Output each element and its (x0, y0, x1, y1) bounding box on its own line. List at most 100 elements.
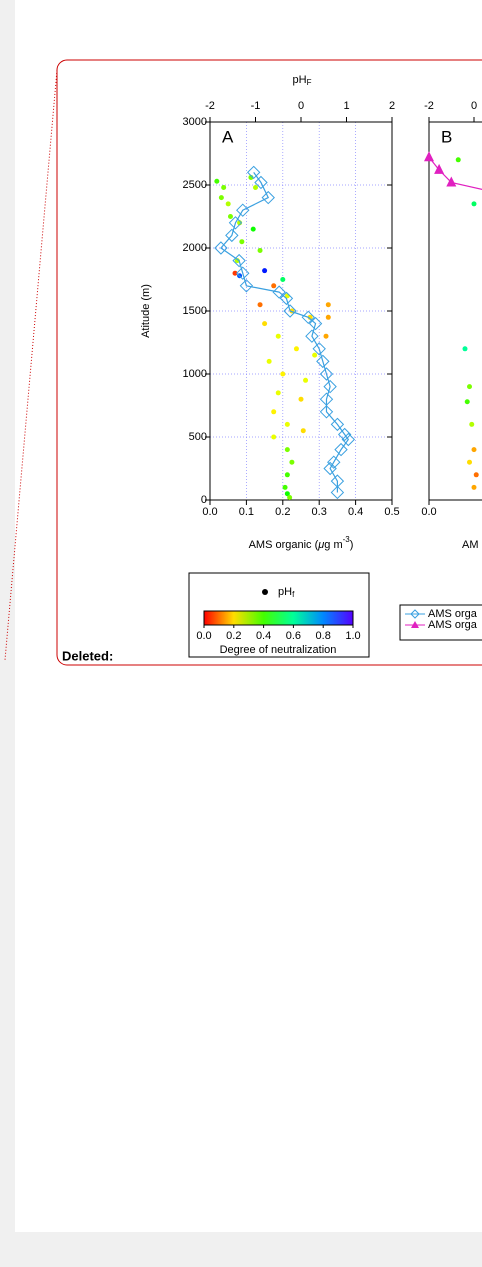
colorbar-marker-label: pHf (278, 586, 295, 599)
diamond-marker (254, 175, 268, 190)
colorbar-tick-label: 0.0 (196, 630, 211, 642)
scatter-point (271, 409, 277, 415)
x-axis-title: AM (462, 539, 479, 551)
x-title-part: -3 (343, 535, 351, 544)
diamond-marker (261, 190, 275, 205)
triangle-marker (434, 163, 445, 174)
scatter-point (467, 384, 472, 390)
legend-label: AMS orga (428, 619, 478, 631)
scatter-point (284, 472, 290, 478)
scatter-point (227, 214, 233, 219)
series-line (220, 172, 350, 493)
scatter-point (248, 174, 254, 180)
scatter-point (303, 377, 309, 383)
diamond-marker (334, 442, 348, 457)
scatter-point (284, 491, 290, 497)
scatter-point (262, 321, 268, 327)
triangle-marker (424, 151, 434, 162)
scatter-point (280, 277, 286, 282)
diamond-marker (316, 354, 330, 369)
scatter-point (262, 268, 268, 274)
scatter-point (462, 346, 468, 352)
marker-label-main: pH (278, 586, 292, 598)
colorbar-tick-label: 1.0 (345, 630, 360, 642)
colorbar (203, 610, 354, 626)
x2-title-sub: F (307, 78, 312, 87)
diamond-marker (214, 241, 228, 255)
y-tick-label: 1500 (183, 305, 207, 317)
x-tick-label: 0.0 (202, 506, 217, 518)
legend-dot (262, 589, 268, 595)
plot-frame (428, 121, 482, 501)
x2-axis-title: pHF (293, 74, 312, 87)
x2-tick-label: 0 (298, 100, 304, 112)
x-axis-title: AMS organic (μg m-3) (249, 535, 354, 551)
deleted-box (56, 59, 482, 666)
legend-label: AMS orga (428, 608, 478, 620)
y-tick-label: 2000 (183, 242, 207, 254)
scatter-point (325, 314, 331, 320)
x2-tick-label: -1 (251, 100, 261, 112)
x2-tick-label: 0 (471, 100, 477, 112)
x-title-part: g m (324, 539, 342, 551)
x-tick-label: 0.0 (421, 506, 436, 518)
y-tick-label: 1000 (183, 368, 207, 380)
diamond-marker (279, 291, 294, 306)
series-line (428, 156, 482, 190)
diamond-marker (236, 203, 250, 217)
panel-label: A (222, 127, 234, 146)
colorbar-tick-label: 0.4 (256, 630, 271, 642)
legend-marker (410, 609, 420, 619)
scatter-point (287, 494, 293, 500)
diamond-marker (341, 432, 356, 447)
x-tick-label: 0.4 (348, 506, 363, 518)
scatter-point (284, 421, 290, 427)
scatter-point (282, 484, 288, 490)
scatter-point (257, 248, 263, 254)
y-tick-label: 3000 (183, 116, 207, 128)
scatter-point (471, 447, 477, 453)
diamond-marker (246, 165, 261, 180)
scatter-point (293, 346, 299, 352)
diamond-marker (323, 461, 337, 476)
x-title-part: μ (317, 539, 324, 551)
scatter-point (257, 302, 263, 308)
x-tick-label: 0.1 (239, 506, 254, 518)
diamond-marker (225, 228, 239, 243)
x2-title-main: pH (293, 74, 307, 86)
scatter-point (275, 390, 281, 396)
diamond-marker (330, 485, 345, 500)
plot-frame (209, 121, 393, 501)
scatter-point (280, 371, 286, 377)
diamond-marker (319, 367, 334, 381)
scatter-point (312, 352, 318, 358)
diamond-marker (228, 216, 243, 230)
scatter-point (275, 333, 281, 339)
scatter-point (473, 472, 479, 478)
scatter-point (214, 178, 220, 184)
scatter-point (225, 201, 231, 207)
x-tick-label: 0.2 (275, 506, 290, 518)
x2-tick-label: -2 (424, 100, 434, 112)
diamond-marker (305, 329, 319, 343)
scatter-point (221, 185, 227, 191)
scatter-point (464, 399, 470, 405)
scatter-point (325, 302, 331, 308)
diamond-marker (308, 316, 323, 331)
scatter-point (239, 239, 245, 245)
colorbar-tick-label: 0.8 (316, 630, 331, 642)
x2-tick-label: 2 (389, 100, 395, 112)
diamond-marker (239, 279, 254, 293)
diamond-marker (301, 310, 315, 325)
scatter-point (471, 484, 477, 490)
x2-tick-label: 1 (343, 100, 349, 112)
diamond-marker (327, 455, 341, 469)
triangle-marker (446, 176, 457, 187)
diamond-marker (272, 285, 286, 299)
scatter-point (298, 396, 304, 402)
scatter-point (284, 447, 290, 453)
diamond-marker (232, 253, 246, 268)
deleted-label: Deleted: (62, 648, 113, 663)
